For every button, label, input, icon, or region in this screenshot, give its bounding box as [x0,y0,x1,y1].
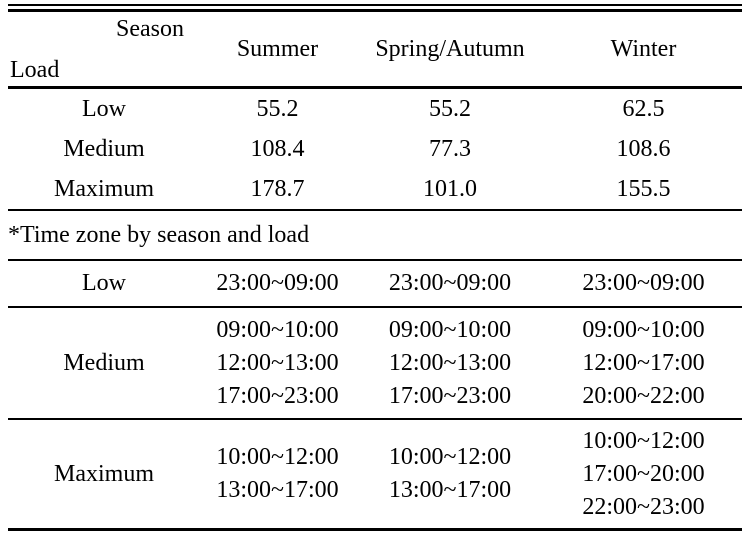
value-medium-summer: 108.4 [250,135,305,162]
value-medium-spring-autumn: 77.3 [429,135,471,162]
table-note: *Time zone by season and load [8,221,310,248]
tz-low-spring-autumn: 23:00~09:00 [355,267,545,300]
values-bottom-rule [8,209,742,211]
column-header-spring-autumn: Spring/Autumn [375,35,525,62]
note-row: *Time zone by season and load [8,211,742,259]
column-header-summer: Summer [236,35,319,62]
timezone-row-low: Low 23:00~09:00 23:00~09:00 23:00~09:00 [8,261,742,306]
value-maximum-spring-autumn: 101.0 [423,175,477,202]
tz-medium-winter: 09:00~10:00 12:00~17:00 20:00~22:00 [545,314,742,413]
tz-medium-spring-autumn: 09:00~10:00 12:00~13:00 17:00~23:00 [355,314,545,413]
tz-label-low: Low [82,270,126,296]
tz-low-winter: 23:00~09:00 [545,267,742,300]
timezone-row-medium: Medium 09:00~10:00 12:00~13:00 17:00~23:… [8,308,742,418]
tz-maximum-winter: 10:00~12:00 17:00~20:00 22:00~23:00 [545,425,742,524]
tz-label-medium: Medium [63,349,145,376]
tz-medium-summer: 09:00~10:00 12:00~13:00 17:00~23:00 [200,314,355,413]
time-range: 09:00~10:00 [582,316,705,343]
tz-label-maximum: Maximum [54,460,154,487]
table-row-maximum: Maximum 178.7 101.0 155.5 [8,169,742,209]
table-bottom-rule [8,528,742,531]
load-header-label: Load [10,57,60,83]
header-row: Season Load Summer Spring/Autumn Winter [8,12,742,86]
top-rule-inner [8,9,742,12]
value-maximum-summer: 178.7 [250,175,305,202]
row-label-medium: Medium [63,135,145,162]
value-low-winter: 62.5 [622,95,665,122]
time-range: 23:00~09:00 [216,270,339,296]
value-low-summer: 55.2 [256,95,299,122]
time-range: 09:00~10:00 [388,316,512,343]
tz-maximum-spring-autumn: 10:00~12:00 13:00~17:00 [355,441,545,507]
timezone-row-maximum: Maximum 10:00~12:00 13:00~17:00 10:00~12… [8,420,742,528]
tz-low-bottom-rule [8,306,742,308]
top-rule-outer [8,4,742,6]
time-range: 17:00~23:00 [216,382,339,409]
value-medium-winter: 108.6 [616,135,671,162]
time-range: 23:00~09:00 [582,270,705,296]
table-row-medium: Medium 108.4 77.3 108.6 [8,129,742,169]
note-bottom-rule [8,259,742,261]
table-row-low: Low 55.2 55.2 62.5 [8,89,742,129]
value-maximum-winter: 155.5 [616,175,671,202]
time-range: 17:00~20:00 [582,460,705,487]
time-range: 12:00~17:00 [582,349,705,376]
header-bottom-rule [8,86,742,89]
time-range: 17:00~23:00 [388,382,512,409]
time-range: 23:00~09:00 [388,270,512,296]
time-range: 09:00~10:00 [216,316,339,343]
time-range: 13:00~17:00 [216,477,339,503]
corner-header-cell: Season Load [8,12,200,86]
time-range: 10:00~12:00 [216,444,339,470]
tz-medium-bottom-rule [8,418,742,420]
time-range: 20:00~22:00 [582,382,705,409]
season-header-label: Season [116,16,184,42]
tz-low-summer: 23:00~09:00 [200,267,355,300]
time-range: 12:00~13:00 [388,349,512,376]
row-label-low: Low [82,95,126,122]
value-low-spring-autumn: 55.2 [429,95,471,122]
time-range: 22:00~23:00 [582,493,705,520]
time-range: 10:00~12:00 [388,444,512,470]
load-season-table: Season Load Summer Spring/Autumn Winter … [8,4,742,531]
time-range: 13:00~17:00 [388,477,512,503]
tz-maximum-summer: 10:00~12:00 13:00~17:00 [200,441,355,507]
row-label-maximum: Maximum [54,175,154,202]
time-range: 12:00~13:00 [216,349,339,376]
time-range: 10:00~12:00 [582,427,705,454]
column-header-winter: Winter [610,35,677,62]
